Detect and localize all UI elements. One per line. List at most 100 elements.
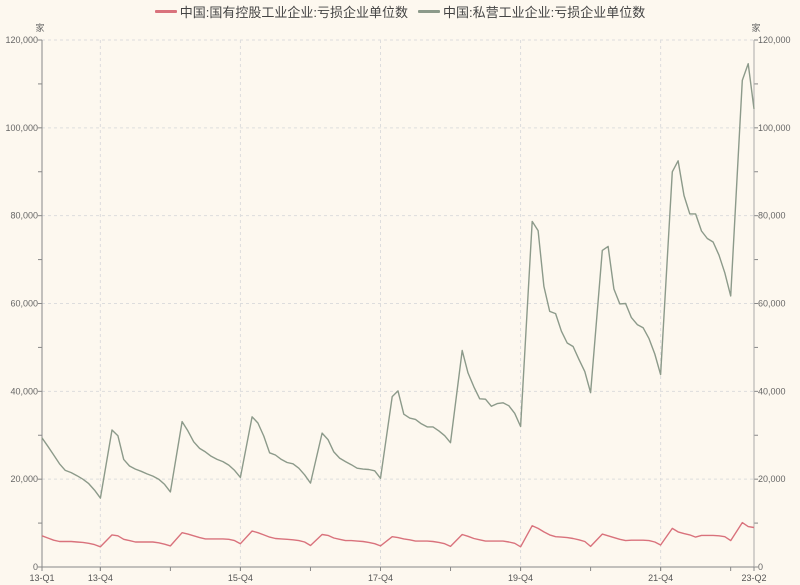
data-point [741, 521, 744, 524]
data-point [140, 540, 143, 543]
data-point [717, 254, 720, 257]
data-point [566, 536, 569, 539]
data-point [490, 405, 493, 408]
legend-label-state-owned: 中国:国有控股工业企业:亏损企业单位数 [179, 5, 408, 20]
data-point [753, 107, 756, 110]
data-point [420, 540, 423, 543]
data-point [560, 330, 563, 333]
data-point [373, 469, 376, 472]
data-point [321, 432, 324, 435]
data-point [338, 538, 341, 541]
data-point [128, 464, 131, 467]
data-point [297, 539, 300, 542]
data-point [87, 482, 90, 485]
data-point [712, 241, 715, 244]
data-point [227, 464, 230, 467]
data-point [461, 533, 464, 536]
data-point [583, 370, 586, 373]
data-point [332, 450, 335, 453]
data-point [717, 534, 720, 537]
series-line-private [41, 63, 755, 499]
data-point [146, 540, 149, 543]
data-point [198, 447, 201, 450]
data-point [397, 389, 400, 392]
data-point [618, 538, 621, 541]
y-tick-label-left: 60,000 [10, 299, 38, 309]
data-point [338, 457, 341, 460]
data-point [531, 524, 534, 527]
y-tick-label-right: 120,000 [758, 35, 791, 45]
y-tick-label-right: 60,000 [758, 299, 786, 309]
data-point [367, 468, 370, 471]
data-point [163, 483, 166, 486]
data-point [572, 537, 575, 540]
data-point [630, 316, 633, 319]
data-point [128, 539, 131, 542]
data-point [461, 349, 464, 352]
data-point [653, 353, 656, 356]
data-point [367, 541, 370, 544]
data-point [647, 539, 650, 542]
legend-item-private[interactable]: 中国:私营工业企业:亏损企业单位数 [418, 2, 645, 21]
data-point [361, 540, 364, 543]
data-point [239, 476, 242, 479]
y-unit-right: 家 [751, 22, 760, 33]
data-point [46, 537, 49, 540]
data-point [262, 533, 265, 536]
data-point [204, 537, 207, 540]
data-point [87, 542, 90, 545]
data-point [700, 230, 703, 233]
data-point [513, 542, 516, 545]
data-point [221, 460, 224, 463]
data-point [426, 540, 429, 543]
legend-label-private: 中国:私营工业企业:亏损企业单位数 [443, 5, 646, 20]
legend: 中国:国有控股工业企业:亏损企业单位数 中国:私营工业企业:亏损企业单位数 [0, 2, 800, 21]
data-point [402, 413, 405, 416]
data-point [560, 536, 563, 539]
data-point [391, 395, 394, 398]
y-tick-label-right: 40,000 [758, 386, 786, 396]
data-point [268, 536, 271, 539]
data-point [449, 545, 452, 548]
data-point [361, 468, 364, 471]
data-point [76, 474, 79, 477]
data-point [344, 539, 347, 542]
data-point [64, 540, 67, 543]
data-point [747, 62, 750, 65]
data-point [122, 538, 125, 541]
y-tick-label-left: 80,000 [10, 211, 38, 221]
data-point [414, 418, 417, 421]
data-point [192, 440, 195, 443]
data-point [542, 285, 545, 288]
data-point [537, 527, 540, 530]
data-point [449, 441, 452, 444]
data-point [572, 345, 575, 348]
data-point [181, 531, 184, 534]
data-point [420, 422, 423, 425]
data-point [414, 540, 417, 543]
data-point [402, 537, 405, 540]
legend-swatch-private [418, 10, 440, 13]
data-point [700, 534, 703, 537]
data-point [157, 541, 160, 544]
data-point [496, 402, 499, 405]
data-point [729, 539, 732, 542]
data-point [519, 425, 522, 428]
data-point [554, 312, 557, 315]
y-tick-label-right: 0 [758, 562, 763, 572]
data-point [81, 541, 84, 544]
data-point [350, 539, 353, 542]
data-point [186, 429, 189, 432]
data-point [706, 534, 709, 537]
x-tick-label: 13-Q1 [29, 573, 54, 583]
data-point [198, 536, 201, 539]
legend-item-state-owned[interactable]: 中国:国有控股工业企业:亏损企业单位数 [154, 2, 408, 21]
data-point [537, 229, 540, 232]
data-point [186, 533, 189, 536]
y-tick-label-left: 40,000 [10, 386, 38, 396]
data-point [52, 454, 55, 457]
y-tick-label-right: 20,000 [758, 474, 786, 484]
data-point [169, 490, 172, 493]
data-point [303, 540, 306, 543]
data-point [216, 458, 219, 461]
